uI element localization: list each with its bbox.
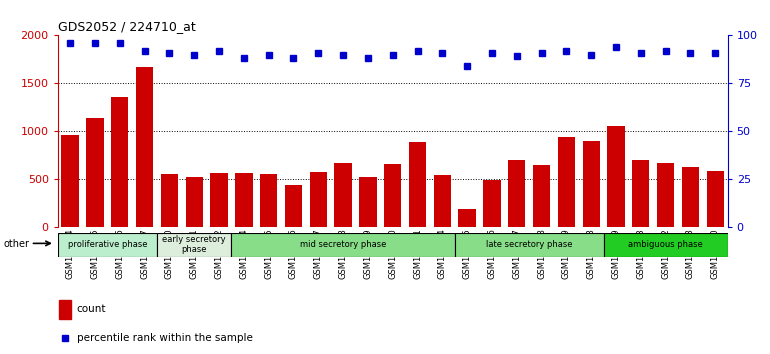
Bar [157,233,232,257]
Text: percentile rank within the sample: percentile rank within the sample [76,333,253,343]
Text: proliferative phase: proliferative phase [68,240,147,249]
Bar [59,300,71,319]
Bar [533,165,551,227]
Bar [484,180,500,227]
Bar [384,164,401,227]
Bar [604,233,728,257]
Bar [359,177,377,227]
Text: early secretory
phase: early secretory phase [162,235,226,254]
Bar [409,142,427,227]
Bar [161,174,178,227]
Bar [508,160,525,227]
Text: ambiguous phase: ambiguous phase [628,240,703,249]
Bar [632,160,649,227]
Bar [58,233,157,257]
Bar [310,172,327,227]
Bar [681,167,699,227]
Bar [285,185,302,227]
Bar [136,67,153,227]
Bar [260,174,277,227]
Bar [111,97,129,227]
Bar [232,233,455,257]
Bar [186,177,203,227]
Bar [657,162,675,227]
Text: other: other [4,239,30,249]
Bar [235,173,253,227]
Bar [455,233,604,257]
Bar [334,164,352,227]
Bar [458,209,476,227]
Bar [582,141,600,227]
Bar [557,137,575,227]
Text: mid secretory phase: mid secretory phase [300,240,387,249]
Bar [707,171,724,227]
Bar [434,175,451,227]
Text: GDS2052 / 224710_at: GDS2052 / 224710_at [58,20,196,33]
Bar [210,173,228,227]
Bar [86,118,104,227]
Text: late secretory phase: late secretory phase [486,240,572,249]
Text: count: count [76,304,106,314]
Bar [62,135,79,227]
Bar [608,126,624,227]
